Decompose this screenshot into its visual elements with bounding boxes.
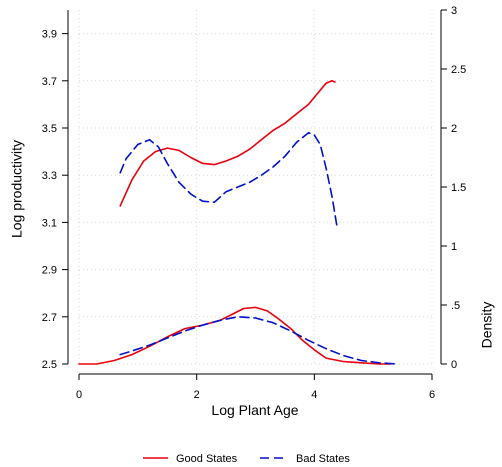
right-y-axis-title: Density (479, 302, 495, 349)
x-tick-label: 2 (194, 389, 200, 401)
left-y-axis-ticks: 2.5 2.7 2.9 3.1 3.3 3.5 3.7 3.9 (42, 29, 68, 371)
right-y-tick-label: 0 (451, 359, 457, 371)
productivity-line-bad-states (119, 131, 338, 226)
right-y-tick-label: .5 (451, 300, 460, 312)
left-y-tick-label: 3.5 (42, 123, 57, 135)
legend: Good States Bad States (143, 453, 350, 465)
left-y-tick-label: 2.7 (42, 312, 57, 324)
series-layer (78, 80, 398, 365)
x-tick-label: 6 (429, 389, 435, 401)
x-tick-label: 0 (76, 389, 82, 401)
axes (67, 10, 442, 375)
left-y-tick-label: 3.7 (42, 76, 57, 88)
left-y-tick-label: 2.9 (42, 265, 57, 277)
density-line-good-states (78, 306, 392, 365)
right-y-tick-label: 3 (451, 5, 457, 17)
left-y-tick-label: 3.3 (42, 170, 57, 182)
x-axis-title: Log Plant Age (211, 402, 298, 418)
productivity-line-good-states (119, 80, 336, 207)
x-axis-ticks: 0 2 4 6 (76, 374, 435, 401)
right-y-tick-label: 2.5 (451, 64, 466, 76)
left-y-axis-title: Log productivity (9, 140, 25, 238)
x-tick-label: 4 (311, 389, 317, 401)
density-line-bad-states (119, 315, 398, 365)
right-y-tick-label: 1 (451, 241, 457, 253)
legend-label-good-states: Good States (176, 453, 238, 465)
left-y-tick-label: 3.1 (42, 217, 57, 229)
left-y-tick-label: 3.9 (42, 29, 57, 41)
right-y-tick-label: 2 (451, 123, 457, 135)
grid-lines (78, 10, 433, 365)
right-y-axis-ticks: 0 .5 1 1.5 2 2.5 3 (441, 5, 466, 371)
right-y-tick-label: 1.5 (451, 182, 466, 194)
legend-label-bad-states: Bad States (296, 453, 350, 465)
left-y-tick-label: 2.5 (42, 359, 57, 371)
